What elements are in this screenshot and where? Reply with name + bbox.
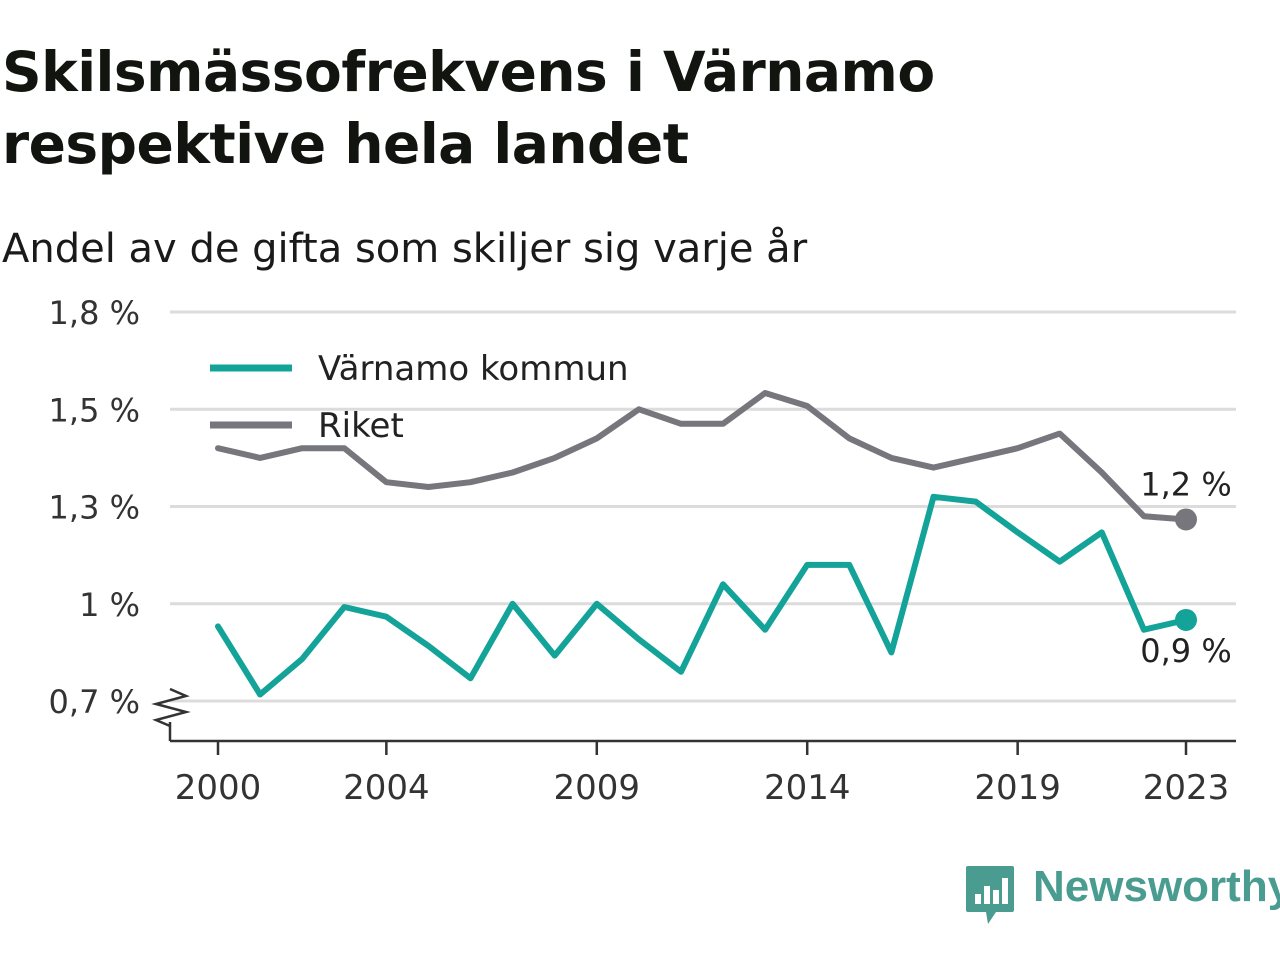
series-layer: 0,9 % 1,2 % bbox=[215, 390, 1232, 698]
grid bbox=[170, 310, 1236, 703]
series-line bbox=[215, 390, 1189, 523]
axes: 0,7 % 1 % 1,3 % 1,5 % 1,8 % 2000 2004 2009 2014 2… bbox=[49, 294, 1236, 808]
y-tick-label: 1,5 % bbox=[49, 391, 140, 429]
y-tick-label: 0,7 % bbox=[49, 683, 140, 721]
end-point bbox=[1175, 608, 1197, 631]
brand-name: Newsworthy bbox=[1033, 862, 1280, 911]
end-point bbox=[1175, 508, 1197, 531]
newsworthy-logo-icon bbox=[964, 864, 1016, 930]
y-tick-label: 1,3 % bbox=[49, 489, 140, 527]
chart-title: Skilsmässofrekvens i Värnamo respektive … bbox=[2, 40, 935, 176]
x-tick-label: 2014 bbox=[764, 768, 851, 808]
end-value-label: 0,9 % bbox=[1140, 632, 1231, 670]
legend-label: Värnamo kommun bbox=[318, 349, 629, 389]
y-tick-label: 1 % bbox=[79, 586, 140, 624]
legend-label: Riket bbox=[318, 406, 404, 446]
chart-subtitle: Andel av de gifta som skiljer sig varje … bbox=[2, 226, 808, 272]
axis-break-icon bbox=[151, 687, 191, 728]
y-tick-label: 1,8 % bbox=[49, 294, 140, 332]
x-tick-label: 2019 bbox=[974, 768, 1061, 808]
x-tick-label: 2009 bbox=[554, 768, 641, 808]
legend: Värnamo kommun Riket bbox=[210, 349, 629, 446]
x-tick-label: 2023 bbox=[1143, 768, 1230, 808]
x-tick-label: 2004 bbox=[343, 768, 430, 808]
x-tick-label: 2000 bbox=[175, 768, 262, 808]
series-line bbox=[215, 493, 1189, 698]
end-value-label: 1,2 % bbox=[1140, 465, 1231, 503]
